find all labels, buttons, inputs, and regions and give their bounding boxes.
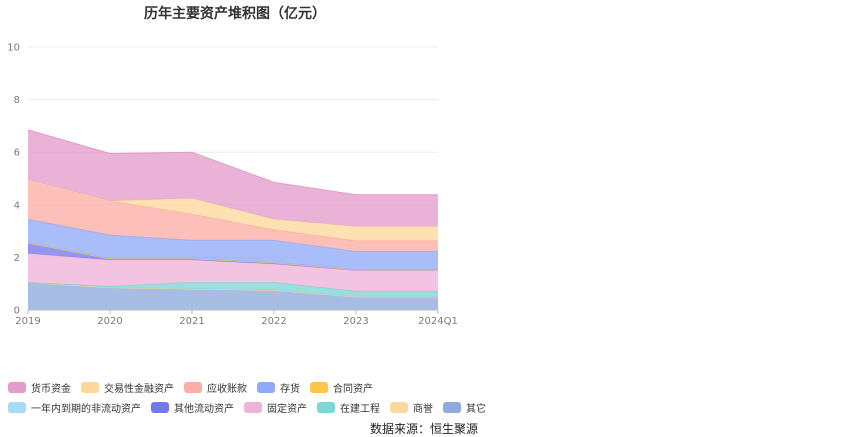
area-series (28, 282, 438, 297)
area-series (28, 129, 438, 227)
area-series (28, 282, 438, 310)
y-tick-label: 2 (14, 253, 20, 264)
legend-item[interactable]: 应收账款 (184, 380, 247, 395)
legend-swatch (81, 381, 99, 393)
legend-swatch (151, 401, 169, 413)
y-tick-label: 4 (14, 200, 20, 211)
legend-item[interactable]: 一年内到期的非流动资产 (8, 400, 141, 415)
legend-label: 合同资产 (333, 383, 373, 395)
legend-label: 商誉 (413, 403, 433, 415)
legend-swatch (310, 381, 328, 393)
data-source-note: 数据来源：恒生聚源 (370, 422, 479, 436)
legend-swatch (443, 401, 461, 413)
legend-label: 应收账款 (207, 383, 247, 395)
legend-label: 货币资金 (31, 383, 71, 395)
legend-label: 交易性金融资产 (104, 383, 174, 395)
legend-label: 一年内到期的非流动资产 (31, 403, 141, 415)
area-series (28, 219, 438, 270)
legend-label: 固定资产 (267, 403, 307, 415)
y-tick-label: 8 (14, 95, 20, 106)
legend-row: 一年内到期的非流动资产 其他流动资产 固定资产 在建工程 商誉 其它 (8, 397, 528, 417)
x-tick-label: 2020 (97, 316, 122, 327)
legend-row: 货币资金 交易性金融资产 应收账款 存货 合同资产 (8, 377, 528, 397)
legend-label: 在建工程 (340, 403, 380, 415)
legend-swatch (8, 381, 26, 393)
legend-item[interactable]: 货币资金 (8, 380, 71, 395)
legend-item[interactable]: 固定资产 (244, 400, 307, 415)
legend-swatch (257, 381, 275, 393)
x-tick-label: 2023 (343, 316, 368, 327)
legend-label: 存货 (280, 383, 300, 395)
legend-item[interactable]: 商誉 (390, 400, 433, 415)
legend-item[interactable]: 其他流动资产 (151, 400, 234, 415)
legend-swatch (8, 401, 26, 413)
y-tick-label: 10 (7, 43, 20, 54)
y-tick-label: 0 (14, 306, 20, 317)
area-series (28, 179, 438, 252)
legend-swatch (390, 401, 408, 413)
legend-swatch (317, 401, 335, 413)
legend-item[interactable]: 其它 (443, 400, 486, 415)
x-tick-label: 2021 (179, 316, 204, 327)
area-series (28, 253, 438, 292)
legend-label: 其它 (466, 403, 486, 415)
legend-item[interactable]: 交易性金融资产 (81, 380, 174, 395)
x-tick-label: 2022 (261, 316, 286, 327)
legend-swatch (184, 381, 202, 393)
legend-label: 其他流动资产 (174, 403, 234, 415)
legend-item[interactable]: 存货 (257, 380, 300, 395)
area-series-line (27, 129, 438, 196)
legend: 货币资金 交易性金融资产 应收账款 存货 合同资产 一年内到期的非流动资产 其他流动资产 固… (8, 377, 528, 417)
chart-title: 历年主要资产堆积图（亿元） (144, 6, 326, 22)
area-series (28, 179, 438, 241)
x-tick-label: 2024Q1 (418, 316, 458, 327)
y-tick-label: 6 (14, 148, 20, 159)
legend-swatch (244, 401, 262, 413)
legend-item[interactable]: 合同资产 (310, 380, 373, 395)
x-tick-label: 2019 (15, 316, 40, 327)
legend-item[interactable]: 在建工程 (317, 400, 380, 415)
